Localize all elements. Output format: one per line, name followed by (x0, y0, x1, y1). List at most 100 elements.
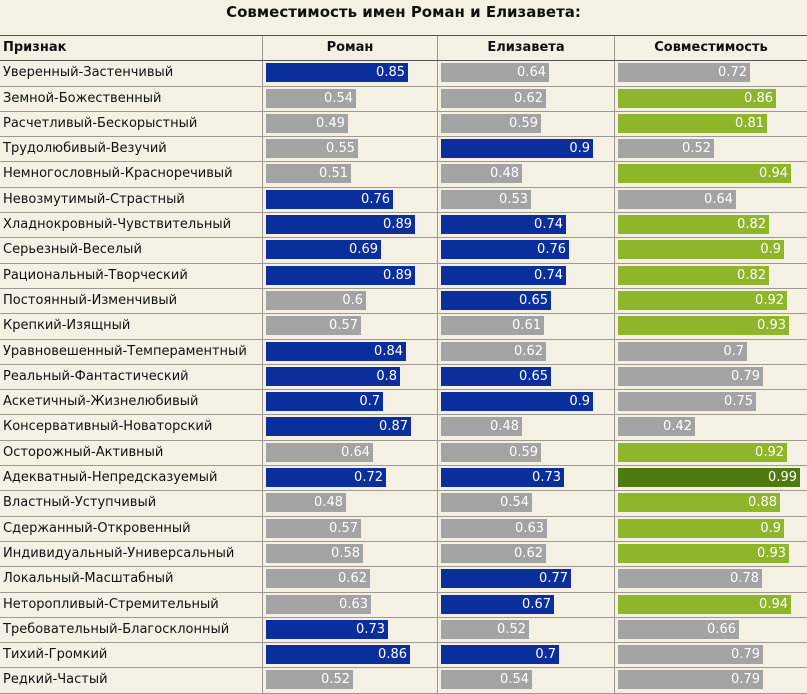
table-row: Невозмутимый-Страстный 0.76 0.53 0.64 (0, 187, 807, 214)
header-trait: Признак (0, 36, 263, 61)
roman-bar: 0.48 (266, 493, 346, 513)
roman-cell: 0.54 (263, 86, 438, 111)
trait-label: Постоянный-Изменчивый (0, 288, 263, 314)
elizaveta-cell: 0.63 (438, 516, 615, 541)
elizaveta-cell: 0.65 (438, 364, 615, 390)
elizaveta-cell: 0.48 (438, 162, 615, 187)
compat-bar: 0.99 (618, 468, 800, 488)
roman-bar: 0.8 (266, 366, 400, 386)
compat-cell: 0.79 (615, 643, 807, 667)
roman-cell: 0.8 (263, 364, 438, 390)
elizaveta-cell: 0.48 (438, 415, 615, 440)
roman-bar: 0.63 (266, 594, 371, 614)
table-row: Локальный-Масштабный 0.62 0.77 0.78 (0, 567, 807, 593)
roman-bar: 0.62 (266, 569, 370, 589)
roman-cell: 0.86 (263, 643, 438, 668)
trait-label: Осторожный-Активный (0, 440, 263, 466)
elizaveta-cell: 0.9 (438, 137, 615, 162)
roman-bar: 0.84 (266, 341, 406, 361)
trait-label: Немногословный-Красноречивый (0, 162, 263, 187)
elizaveta-cell: 0.62 (438, 339, 615, 364)
elizaveta-cell: 0.73 (438, 466, 615, 491)
roman-cell: 0.69 (263, 238, 438, 263)
compat-bar: 0.64 (618, 189, 736, 209)
trait-label: Земной-Божественный (0, 86, 263, 111)
compat-bar: 0.42 (618, 417, 695, 437)
roman-cell: 0.57 (263, 314, 438, 339)
elizaveta-bar: 0.7 (441, 645, 559, 665)
elizaveta-bar: 0.76 (441, 240, 569, 260)
elizaveta-bar: 0.65 (441, 290, 551, 310)
compat-bar: 0.79 (618, 670, 763, 690)
header-compat: Совместимость (654, 40, 768, 55)
table-row: Немногословный-Красноречивый 0.51 0.48 0.94 (0, 162, 807, 188)
compat-cell: 0.86 (615, 87, 807, 111)
elizaveta-bar: 0.9 (441, 392, 593, 412)
roman-cell: 0.89 (263, 263, 438, 288)
elizaveta-cell: 0.54 (438, 668, 615, 693)
table-row: Требовательный-Благосклонный 0.73 0.52 0.66 (0, 617, 807, 644)
elizaveta-cell: 0.62 (438, 86, 615, 111)
elizaveta-cell: 0.59 (438, 111, 615, 137)
compat-cell: 0.82 (615, 213, 807, 237)
table-row: Адекватный-Непредсказуемый 0.72 0.73 0.99 (0, 466, 807, 492)
compat-cell: 0.92 (615, 441, 807, 465)
compat-bar: 0.86 (618, 88, 776, 108)
compat-cell: 0.66 (615, 618, 807, 642)
compat-bar: 0.94 (618, 164, 791, 184)
roman-cell: 0.62 (263, 567, 438, 592)
elizaveta-bar: 0.59 (441, 442, 541, 462)
header-roman: Роман (263, 36, 438, 61)
trait-label: Адекватный-Непредсказуемый (0, 466, 263, 491)
elizaveta-bar: 0.67 (441, 594, 554, 614)
elizaveta-bar: 0.53 (441, 189, 531, 209)
roman-cell: 0.64 (263, 440, 438, 466)
elizaveta-cell: 0.59 (438, 440, 615, 466)
roman-bar: 0.76 (266, 189, 393, 209)
compat-cell: 0.9 (615, 517, 807, 541)
roman-cell: 0.58 (263, 541, 438, 567)
roman-cell: 0.55 (263, 137, 438, 162)
roman-bar: 0.6 (266, 290, 366, 310)
elizaveta-bar: 0.62 (441, 341, 546, 361)
elizaveta-bar: 0.9 (441, 139, 593, 159)
table-row: Земной-Божественный 0.54 0.62 0.86 (0, 86, 807, 112)
trait-label: Тихий-Громкий (0, 643, 263, 668)
roman-bar: 0.57 (266, 518, 361, 538)
table-row: Трудолюбивый-Везучий 0.55 0.9 0.52 (0, 137, 807, 163)
elizaveta-bar: 0.63 (441, 518, 547, 538)
trait-label: Индивидуальный-Универсальный (0, 541, 263, 567)
compat-cell: 0.93 (615, 314, 807, 338)
roman-cell: 0.57 (263, 516, 438, 541)
compat-bar: 0.92 (618, 442, 787, 462)
trait-label: Реальный-Фантастический (0, 364, 263, 390)
table-row: Редкий-Частый 0.52 0.54 0.79 (0, 668, 807, 694)
elizaveta-bar: 0.48 (441, 417, 522, 437)
compat-bar: 0.88 (618, 493, 780, 513)
trait-label: Уверенный-Застенчивый (0, 61, 263, 86)
trait-label: Крепкий-Изящный (0, 314, 263, 339)
table-row: Уравновешенный-Темпераментный 0.84 0.62 0.7 (0, 339, 807, 365)
compat-cell: 0.52 (615, 137, 807, 161)
table-row: Рациональный-Творческий 0.89 0.74 0.82 (0, 263, 807, 289)
table-row: Властный-Уступчивый 0.48 0.54 0.88 (0, 491, 807, 517)
elizaveta-cell: 0.53 (438, 187, 615, 213)
table-row: Уверенный-Застенчивый 0.85 0.64 0.72 (0, 61, 807, 87)
elizaveta-cell: 0.67 (438, 592, 615, 617)
compat-bar: 0.93 (618, 316, 789, 336)
elizaveta-bar: 0.54 (441, 493, 532, 513)
roman-cell: 0.87 (263, 415, 438, 440)
compatibility-table: Признак Роман Елизавета Совместимость Ув… (0, 35, 807, 694)
compat-bar: 0.79 (618, 645, 763, 665)
roman-cell: 0.6 (263, 288, 438, 314)
roman-bar: 0.69 (266, 240, 381, 260)
elizaveta-bar: 0.62 (441, 543, 546, 563)
roman-cell: 0.73 (263, 617, 438, 643)
compat-cell: 0.9 (615, 238, 807, 262)
trait-label: Властный-Уступчивый (0, 491, 263, 516)
compat-cell: 0.82 (615, 264, 807, 288)
elizaveta-bar: 0.48 (441, 164, 522, 184)
table-row: Аскетичный-Жизнелюбивый 0.7 0.9 0.75 (0, 390, 807, 416)
trait-label: Рациональный-Творческий (0, 263, 263, 288)
table-row: Консервативный-Новаторский 0.87 0.48 0.42 (0, 415, 807, 441)
